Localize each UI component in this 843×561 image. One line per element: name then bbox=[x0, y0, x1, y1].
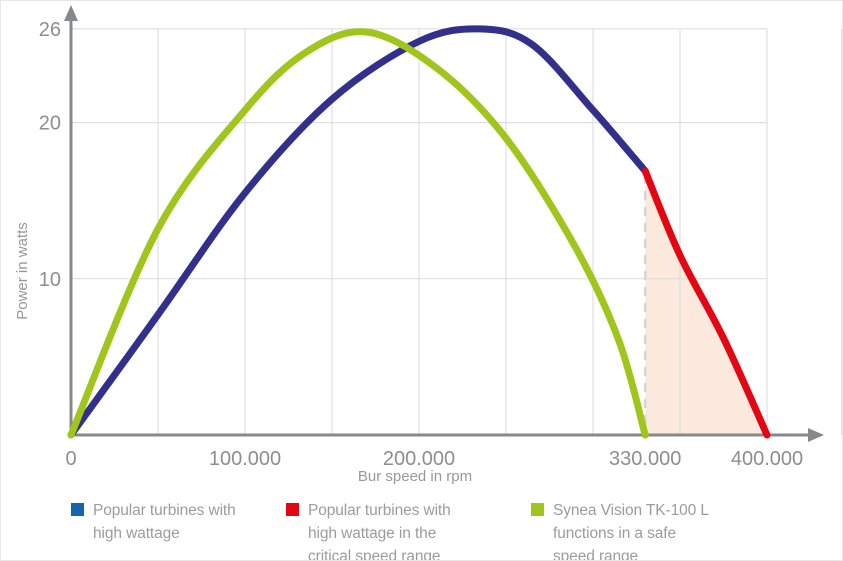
y-tick-20: 20 bbox=[39, 113, 61, 135]
legend-label-green: Synea Vision TK-100 L functions in a saf… bbox=[553, 502, 709, 561]
x-axis-title: Bur speed in rpm bbox=[358, 468, 472, 485]
legend-item-red: Popular turbines with high wattage in th… bbox=[286, 499, 451, 561]
curve-blue bbox=[67, 25, 649, 439]
legend-label-red: Popular turbines with high wattage in th… bbox=[308, 502, 451, 561]
legend-swatch-green-icon bbox=[531, 503, 544, 516]
legend-item-blue: Popular turbines with high wattage bbox=[71, 499, 236, 545]
curve-green bbox=[67, 28, 649, 439]
y-tick-26: 26 bbox=[39, 19, 61, 41]
legend-swatch-red-icon bbox=[286, 503, 299, 516]
curve-red bbox=[641, 167, 771, 439]
legend-item-green: Synea Vision TK-100 L functions in a saf… bbox=[531, 499, 709, 561]
chart-svg: 26 20 10 0 100.000 200.000 330.000 400.0… bbox=[14, 5, 842, 485]
x-tick-330000: 330.000 bbox=[609, 448, 681, 470]
x-tick-400000: 400.000 bbox=[731, 448, 803, 470]
x-tick-0: 0 bbox=[65, 448, 76, 470]
legend-swatch-blue-icon bbox=[71, 503, 84, 516]
x-axis-arrow-icon bbox=[808, 428, 824, 442]
x-tick-100000: 100.000 bbox=[209, 448, 281, 470]
y-tick-10: 10 bbox=[39, 269, 61, 291]
y-axis-title: Power in watts bbox=[14, 222, 31, 320]
y-axis-arrow-icon bbox=[64, 5, 78, 21]
x-tick-200000: 200.000 bbox=[383, 448, 455, 470]
legend-label-blue: Popular turbines with high wattage bbox=[93, 502, 236, 542]
